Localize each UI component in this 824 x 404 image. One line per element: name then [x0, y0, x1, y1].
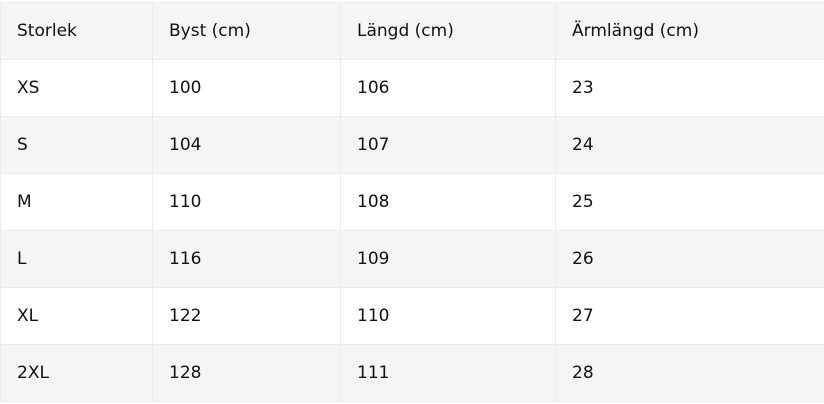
- cell-length: 111: [341, 345, 556, 402]
- cell-sleeve-length: 23: [556, 60, 824, 117]
- cell-length: 106: [341, 60, 556, 117]
- cell-sleeve-length: 25: [556, 174, 824, 231]
- cell-sleeve-length: 26: [556, 231, 824, 288]
- cell-sleeve-length: 24: [556, 117, 824, 174]
- cell-bust: 116: [153, 231, 341, 288]
- cell-length: 107: [341, 117, 556, 174]
- header-sleeve-length: Ärmlängd (cm): [556, 3, 824, 60]
- cell-size: L: [1, 231, 153, 288]
- cell-bust: 100: [153, 60, 341, 117]
- cell-sleeve-length: 27: [556, 288, 824, 345]
- cell-sleeve-length: 28: [556, 345, 824, 402]
- cell-bust: 104: [153, 117, 341, 174]
- cell-length: 109: [341, 231, 556, 288]
- header-length: Längd (cm): [341, 3, 556, 60]
- cell-bust: 122: [153, 288, 341, 345]
- cell-size: 2XL: [1, 345, 153, 402]
- cell-size: M: [1, 174, 153, 231]
- cell-size: XL: [1, 288, 153, 345]
- header-bust: Byst (cm): [153, 3, 341, 60]
- cell-bust: 128: [153, 345, 341, 402]
- cell-length: 110: [341, 288, 556, 345]
- cell-length: 108: [341, 174, 556, 231]
- header-size: Storlek: [1, 3, 153, 60]
- table-header-row: Storlek Byst (cm) Längd (cm) Ärmlängd (c…: [1, 3, 824, 60]
- cell-size: XS: [1, 60, 153, 117]
- cell-bust: 110: [153, 174, 341, 231]
- cell-size: S: [1, 117, 153, 174]
